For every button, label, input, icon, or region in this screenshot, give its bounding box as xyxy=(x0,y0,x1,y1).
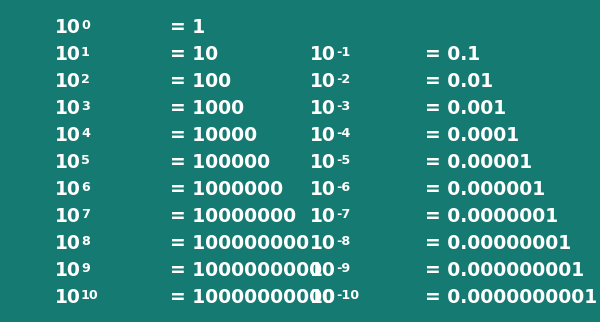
Text: = 0.000001: = 0.000001 xyxy=(425,180,545,199)
Text: = 1000000000: = 1000000000 xyxy=(170,261,322,280)
Text: = 0.0000000001: = 0.0000000001 xyxy=(425,288,597,307)
Text: = 100: = 100 xyxy=(170,72,231,91)
Text: = 10000000: = 10000000 xyxy=(170,207,296,226)
Text: -7: -7 xyxy=(336,208,350,221)
Text: 10: 10 xyxy=(310,180,336,199)
Text: = 1000: = 1000 xyxy=(170,99,244,118)
Text: = 1: = 1 xyxy=(170,18,205,37)
Text: -9: -9 xyxy=(336,262,350,275)
Text: 0: 0 xyxy=(81,19,90,32)
Text: 5: 5 xyxy=(81,154,90,167)
Text: 1: 1 xyxy=(81,46,90,59)
Text: 10: 10 xyxy=(310,126,336,145)
Text: -8: -8 xyxy=(336,235,350,248)
Text: -3: -3 xyxy=(336,100,350,113)
Text: = 0.001: = 0.001 xyxy=(425,99,506,118)
Text: 10: 10 xyxy=(55,261,81,280)
Text: 10: 10 xyxy=(310,153,336,172)
Text: = 0.0001: = 0.0001 xyxy=(425,126,519,145)
Text: 6: 6 xyxy=(81,181,90,194)
Text: = 1000000: = 1000000 xyxy=(170,180,283,199)
Text: -1: -1 xyxy=(336,46,350,59)
Text: = 0.00000001: = 0.00000001 xyxy=(425,234,571,253)
Text: = 0.1: = 0.1 xyxy=(425,45,480,64)
Text: 10: 10 xyxy=(81,289,99,302)
Text: -5: -5 xyxy=(336,154,350,167)
Text: = 100000: = 100000 xyxy=(170,153,270,172)
Text: = 0.0000001: = 0.0000001 xyxy=(425,207,558,226)
Text: = 10: = 10 xyxy=(170,45,218,64)
Text: 10: 10 xyxy=(55,99,81,118)
Text: 10: 10 xyxy=(55,153,81,172)
Text: = 0.000000001: = 0.000000001 xyxy=(425,261,584,280)
Text: 10: 10 xyxy=(310,207,336,226)
Text: 10: 10 xyxy=(310,99,336,118)
Text: = 0.01: = 0.01 xyxy=(425,72,493,91)
Text: 10: 10 xyxy=(310,45,336,64)
Text: 10: 10 xyxy=(310,234,336,253)
Text: 3: 3 xyxy=(81,100,90,113)
Text: 8: 8 xyxy=(81,235,90,248)
Text: = 10000000000: = 10000000000 xyxy=(170,288,335,307)
Text: 10: 10 xyxy=(55,207,81,226)
Text: 10: 10 xyxy=(55,18,81,37)
Text: 4: 4 xyxy=(81,127,90,140)
Text: 9: 9 xyxy=(81,262,90,275)
Text: 10: 10 xyxy=(55,72,81,91)
Text: 10: 10 xyxy=(55,180,81,199)
Text: -10: -10 xyxy=(336,289,359,302)
Text: 10: 10 xyxy=(310,261,336,280)
Text: = 0.00001: = 0.00001 xyxy=(425,153,532,172)
Text: 10: 10 xyxy=(55,234,81,253)
Text: -4: -4 xyxy=(336,127,350,140)
Text: = 100000000: = 100000000 xyxy=(170,234,309,253)
Text: -2: -2 xyxy=(336,73,350,86)
Text: 10: 10 xyxy=(55,45,81,64)
Text: 10: 10 xyxy=(55,288,81,307)
Text: 10: 10 xyxy=(55,126,81,145)
Text: 7: 7 xyxy=(81,208,90,221)
Text: = 10000: = 10000 xyxy=(170,126,257,145)
Text: 2: 2 xyxy=(81,73,90,86)
Text: 10: 10 xyxy=(310,72,336,91)
Text: -6: -6 xyxy=(336,181,350,194)
Text: 10: 10 xyxy=(310,288,336,307)
